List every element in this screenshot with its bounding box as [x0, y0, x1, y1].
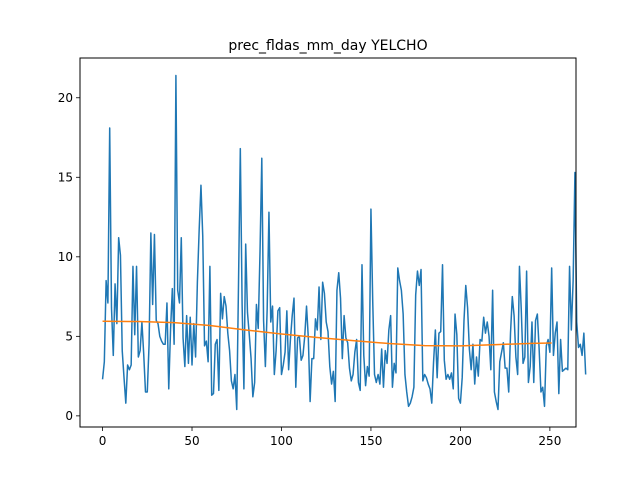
series-line-1 — [102, 320, 552, 347]
x-axis: 0 50 100 150 200 250 — [99, 427, 561, 448]
x-tick-label: 200 — [449, 434, 472, 448]
y-tick-label: 5 — [65, 329, 73, 343]
plot-area — [101, 74, 587, 411]
x-tick-label: 150 — [359, 434, 382, 448]
y-tick-label: 15 — [58, 170, 73, 184]
y-tick-label: 20 — [58, 91, 73, 105]
x-tick-label: 0 — [99, 434, 107, 448]
x-tick-label: 250 — [538, 434, 561, 448]
x-tick-label: 50 — [184, 434, 199, 448]
axes-frame — [79, 57, 577, 428]
series-line-0 — [101, 74, 587, 411]
chart-title: prec_fldas_mm_day YELCHO — [228, 38, 427, 54]
y-tick-label: 10 — [58, 250, 73, 264]
y-axis: 0 5 10 15 20 — [58, 91, 80, 423]
y-tick-label: 0 — [65, 409, 73, 423]
x-tick-label: 100 — [270, 434, 293, 448]
